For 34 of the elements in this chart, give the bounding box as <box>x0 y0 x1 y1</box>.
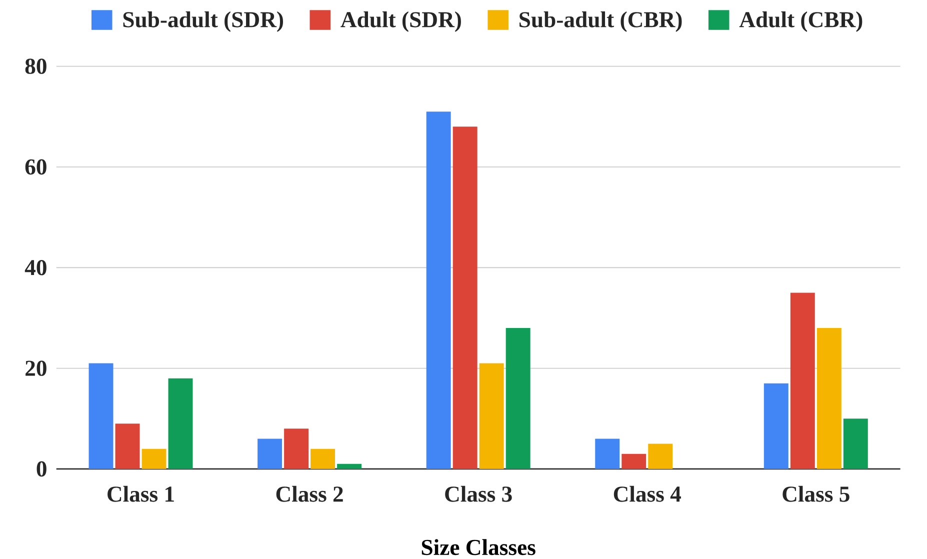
bar <box>595 438 620 469</box>
bar <box>816 328 842 469</box>
bar <box>622 454 646 469</box>
bar <box>506 328 530 469</box>
bar <box>790 292 815 469</box>
legend-label: Adult (SDR) <box>340 11 461 32</box>
bar <box>142 448 166 469</box>
bar <box>115 424 140 469</box>
y-tick-label: 40 <box>24 260 46 276</box>
x-tick-label: Class 1 <box>108 486 174 502</box>
bar <box>426 112 451 469</box>
bar <box>843 418 868 469</box>
legend-label: Sub-adult (CBR) <box>520 11 682 32</box>
y-tick-label: 0 <box>36 461 46 477</box>
legend-label: Adult (CBR) <box>739 11 862 32</box>
bar <box>284 428 309 469</box>
x-tick-label: Class 2 <box>276 486 343 502</box>
bar <box>648 444 673 469</box>
y-tick-label: 80 <box>25 58 46 74</box>
x-axis-title: Size Classes <box>422 539 536 556</box>
y-tick-label: 60 <box>25 159 46 175</box>
bar <box>258 438 282 469</box>
bar <box>88 363 114 469</box>
legend-label: Sub-adult (SDR) <box>123 11 284 32</box>
y-tick-label: 20 <box>26 360 46 376</box>
x-tick-label: Class 3 <box>445 486 512 502</box>
bar <box>168 378 193 469</box>
bar <box>310 448 336 469</box>
x-tick-label: Class 5 <box>782 486 850 502</box>
bar <box>337 464 362 469</box>
bar <box>479 363 504 469</box>
bar <box>764 383 788 469</box>
bar <box>452 126 478 469</box>
x-tick-label: Class 4 <box>614 486 681 502</box>
